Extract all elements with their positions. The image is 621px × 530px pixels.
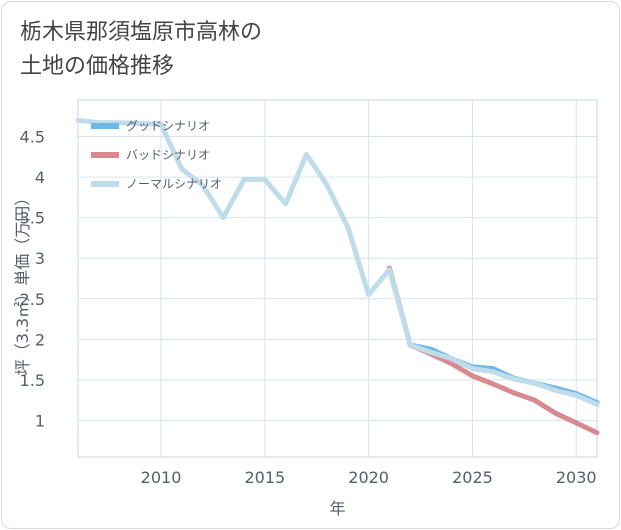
plot-border (77, 99, 598, 458)
chart-title-line2: 土地の価格推移 (20, 54, 175, 79)
y-tick-label: 3 (35, 249, 45, 268)
chart-title-line1: 栃木県那須塩原市高林の (20, 20, 263, 45)
chart-title: 栃木県那須塩原市高林の 土地の価格推移 (20, 16, 262, 84)
series-lines (75, 117, 600, 436)
y-tick-label: 3.5 (20, 209, 45, 228)
x-axis-title: 年 (329, 499, 345, 518)
grid-lines (78, 100, 597, 457)
x-tick-label: 2020 (348, 468, 389, 487)
plot-area (77, 99, 598, 458)
y-tick-label: 1.5 (20, 371, 45, 390)
y-tick-label: 2 (35, 330, 45, 349)
x-tick-label: 2030 (556, 468, 597, 487)
legend-label-normal: ノーマルシナリオ (126, 177, 222, 191)
y-tick-labels: 1 1.5 2 2.5 3 3.5 4 4.5 (20, 128, 45, 431)
x-tick-label: 2010 (141, 468, 182, 487)
y-axis-title: 坪（3.3㎡）単価（万円） (13, 190, 32, 375)
x-tick-label: 2015 (244, 468, 285, 487)
y-tick-label: 1 (35, 411, 45, 430)
x-tick-labels: 2010 2015 2020 2025 2030 (141, 468, 597, 487)
y-tick-label: 4 (35, 168, 45, 187)
y-tick-label: 4.5 (20, 128, 45, 147)
series-line-normal (75, 117, 600, 407)
legend-label-good: グッドシナリオ (126, 119, 210, 133)
x-tick-label: 2025 (452, 468, 493, 487)
legend-label-bad: バッドシナリオ (126, 148, 210, 162)
y-tick-label: 2.5 (20, 290, 45, 309)
